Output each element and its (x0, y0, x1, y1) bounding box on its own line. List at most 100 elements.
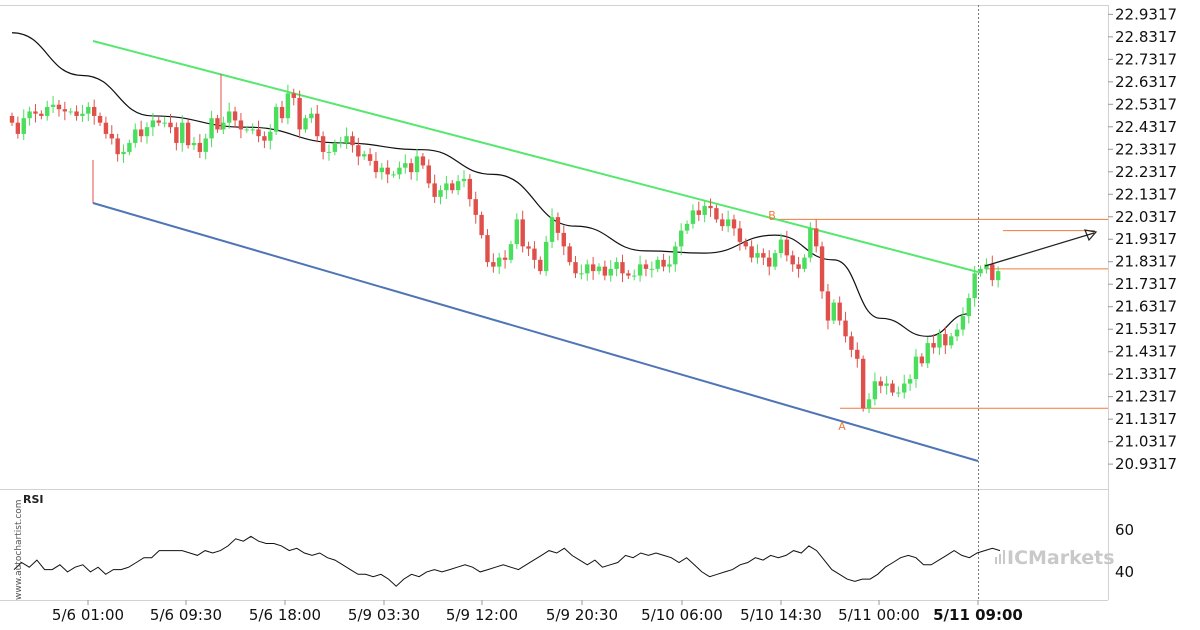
candle-body (819, 246, 825, 292)
candle-body (385, 167, 390, 175)
brand-name: ICMarkets (1007, 547, 1115, 569)
candle-body (221, 122, 226, 130)
candle-body (156, 120, 161, 123)
candle-body (902, 383, 907, 393)
y-tick-label: 22.2317 (1115, 163, 1177, 181)
candle-body (33, 111, 38, 114)
candle-body (526, 246, 531, 249)
candle-body (338, 142, 343, 144)
candle-body (532, 248, 537, 260)
candle-body (285, 93, 291, 119)
candle-body (485, 235, 490, 263)
time-axis: 5/6 01:00 5/6 09:30 5/6 18:00 5/9 03:30 5/9 … (52, 600, 1023, 624)
candle-body (444, 183, 449, 191)
candle-body (943, 334, 948, 346)
candle-body (273, 106, 279, 132)
candle-body (590, 264, 596, 272)
candle-body (97, 115, 103, 123)
candle-body (649, 268, 655, 270)
x-tick-label: 5/9 03:30 (348, 606, 420, 624)
y-tick-label: 22.0317 (1115, 208, 1177, 226)
upper-channel-line (92, 40, 979, 273)
candle-body (473, 199, 478, 215)
y-tick-label: 21.7317 (1115, 275, 1177, 293)
candle-body (461, 178, 467, 182)
candle-body (414, 156, 420, 173)
candle-body (831, 302, 836, 321)
candle-body (919, 356, 925, 364)
candle-body (543, 241, 549, 272)
projection-arrow-line (984, 232, 1095, 267)
candle-body (197, 142, 203, 152)
candle-body (45, 106, 50, 116)
candle-body (808, 228, 813, 258)
candle-body (86, 106, 91, 114)
candle-body (907, 379, 913, 384)
rsi-tick-60: 60 (1115, 521, 1134, 539)
y-tick-label: 22.6317 (1115, 73, 1177, 91)
candle-body (121, 151, 126, 155)
candle-body (720, 219, 725, 227)
candle-body (643, 264, 649, 269)
candle-body (949, 336, 954, 346)
candle-body (731, 219, 737, 229)
candle-body (978, 268, 983, 274)
channel-lines (92, 40, 979, 462)
candle-body (291, 93, 296, 98)
candle-body (567, 246, 572, 263)
candle-body (872, 381, 878, 400)
candle-body (326, 151, 332, 153)
candle-body (931, 343, 936, 348)
candle-body (866, 399, 872, 409)
y-tick-label: 21.5317 (1115, 320, 1177, 338)
candle-body (373, 160, 379, 173)
candle-body (244, 129, 249, 131)
candle-body (50, 104, 56, 107)
candle-body (80, 113, 85, 116)
candle-body (655, 259, 660, 269)
y-tick-label: 22.3317 (1115, 140, 1177, 158)
candle-body (185, 122, 191, 146)
y-tick-label: 21.0317 (1115, 433, 1177, 451)
candle-body (109, 133, 114, 139)
candle-body (890, 383, 895, 393)
candle-body (637, 264, 643, 276)
candle-body (690, 210, 696, 224)
candle-body (784, 239, 790, 256)
point-label-b: B (768, 209, 776, 222)
candle-body (737, 228, 743, 242)
candle-body (303, 118, 308, 130)
candle-body (174, 127, 179, 143)
candlesticks (9, 74, 1001, 414)
candle-body (990, 264, 995, 281)
candle-body (379, 167, 385, 173)
candle-body (39, 113, 44, 116)
point-label-a: A (838, 420, 846, 433)
candle-body (479, 214, 484, 236)
candle-body (778, 239, 784, 254)
candle-body (702, 205, 707, 215)
candle-body (761, 253, 766, 258)
candle-body (138, 129, 144, 137)
candle-body (133, 129, 138, 143)
candle-body (708, 205, 713, 209)
y-tick-label: 21.4317 (1115, 343, 1177, 361)
brand-logo: ICMarkets (995, 547, 1115, 569)
candle-body (960, 316, 966, 330)
candle-body (91, 106, 97, 116)
x-tick-label: 5/9 20:30 (546, 606, 618, 624)
candle-body (661, 259, 666, 267)
candle-body (802, 257, 807, 269)
candle-body (673, 246, 678, 265)
candle-body (180, 122, 185, 143)
candle-body (767, 257, 772, 267)
x-tick-label: 5/6 18:00 (249, 606, 321, 624)
candle-body (860, 358, 866, 409)
candle-body (356, 145, 361, 157)
candle-body (344, 136, 349, 143)
y-tick-label: 22.8317 (1115, 28, 1177, 46)
candle-body (150, 120, 156, 128)
rsi-tick-40: 40 (1115, 563, 1134, 581)
rsi-line (13, 535, 1001, 587)
candle-body (573, 262, 578, 274)
